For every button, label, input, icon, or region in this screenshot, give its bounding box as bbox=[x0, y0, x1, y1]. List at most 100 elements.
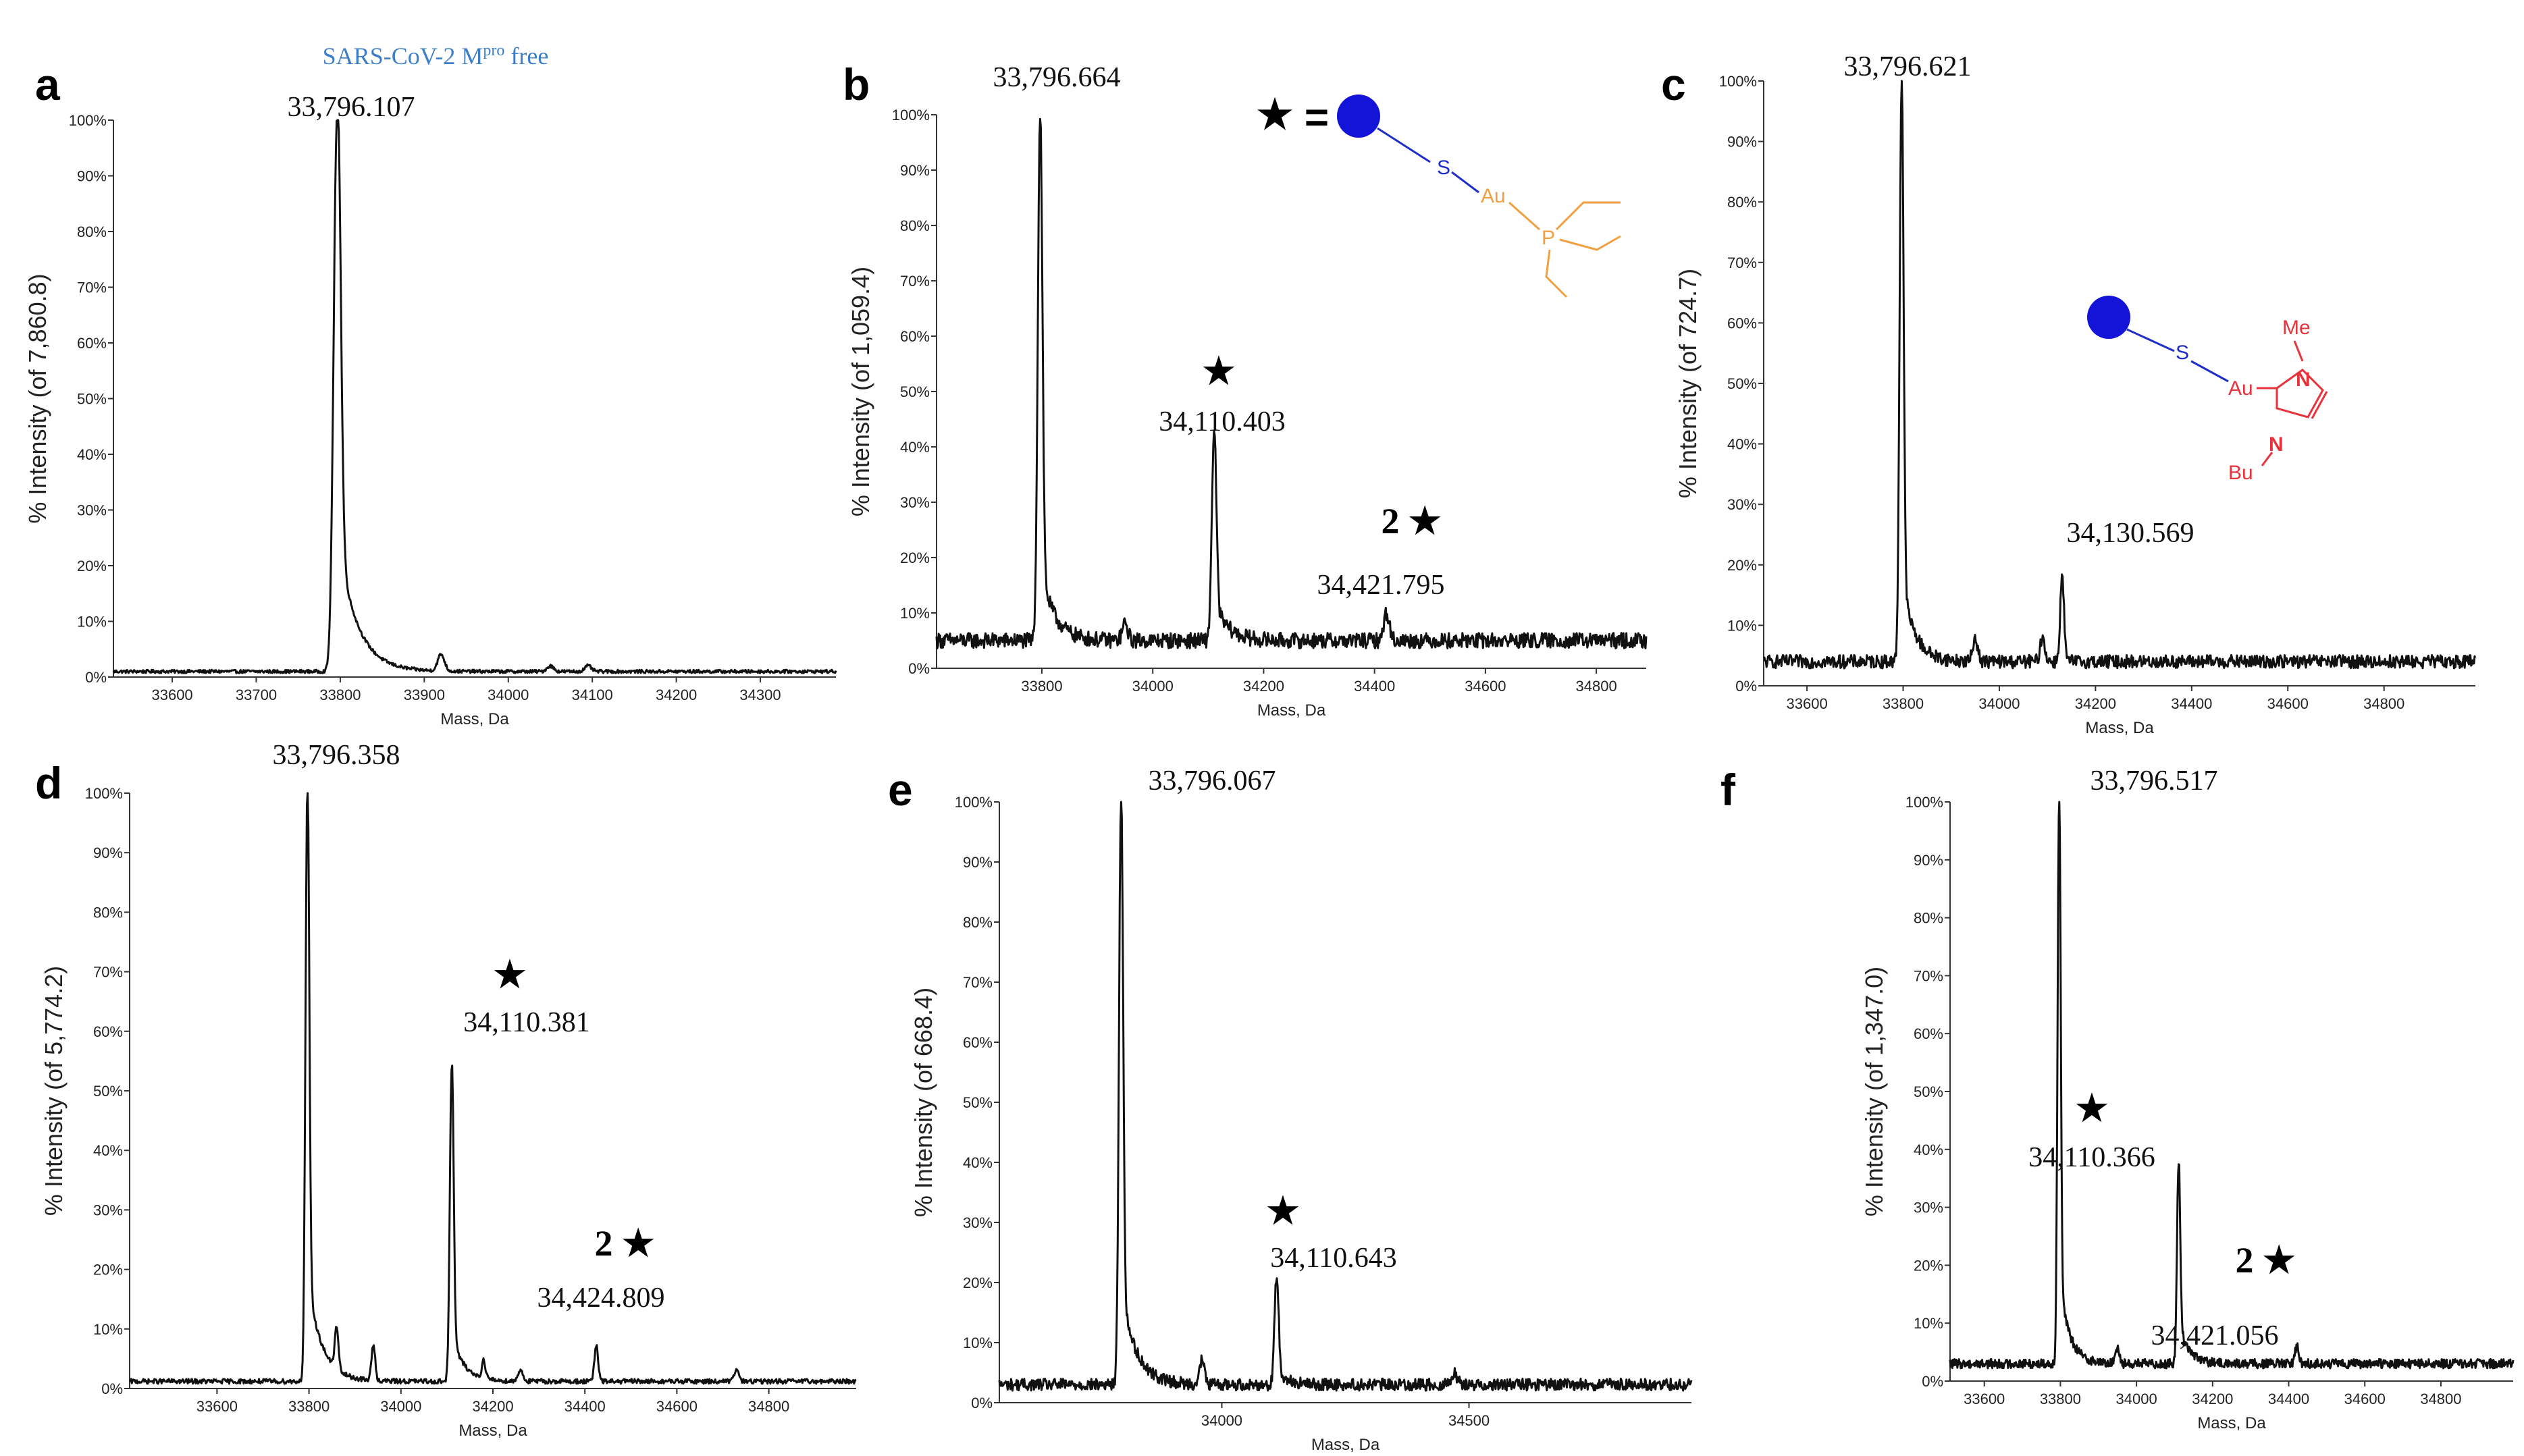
y-axis-title: % Intensity (of 7,860.8) bbox=[24, 273, 51, 523]
y-tick-label: 50% bbox=[963, 1094, 993, 1111]
structure-nhc: S Au N N Me Bu bbox=[2087, 296, 2328, 484]
peak-label: 34,421.795 bbox=[1317, 570, 1445, 601]
y-tick-label: 30% bbox=[93, 1202, 123, 1218]
x-tick-label: 34800 bbox=[2363, 695, 2404, 712]
x-tick-label: 33700 bbox=[236, 686, 277, 703]
y-tick-label: 70% bbox=[93, 964, 123, 981]
y-tick-label: 0% bbox=[908, 660, 930, 677]
y-tick-label: 60% bbox=[1914, 1025, 1943, 1042]
ring-double-bond bbox=[2311, 391, 2328, 419]
x-axis-title: Mass, Da bbox=[2085, 719, 2154, 737]
panel-title: SARS-CoV-2 Mpro free bbox=[323, 42, 549, 70]
panel-letter-f: f bbox=[1720, 765, 1736, 815]
x-tick-label: 34800 bbox=[2420, 1391, 2461, 1407]
x-tick-label: 34000 bbox=[1132, 678, 1174, 695]
y-axis-title: % Intensity (of 668.4) bbox=[910, 988, 937, 1217]
y-tick-label: 30% bbox=[1727, 496, 1757, 513]
atom-n: N bbox=[2269, 433, 2284, 456]
structure-star: ★ bbox=[1257, 92, 1293, 137]
y-tick-label: 0% bbox=[1735, 678, 1757, 695]
ethyl-bond bbox=[1555, 201, 1621, 231]
x-tick-label: 34400 bbox=[564, 1398, 606, 1415]
x-tick-label: 34000 bbox=[380, 1398, 421, 1415]
y-tick-label: 40% bbox=[963, 1154, 993, 1171]
peak-label: 33,796.107 bbox=[288, 92, 415, 123]
peak-star-marker: ★ bbox=[1203, 351, 1235, 392]
x-tick-label: 34500 bbox=[1448, 1412, 1490, 1429]
bond-line bbox=[2126, 328, 2175, 352]
y-tick-label: 10% bbox=[1914, 1315, 1943, 1332]
y-tick-label: 20% bbox=[1914, 1257, 1943, 1274]
panel-letter-c: c bbox=[1661, 59, 1686, 109]
y-tick-label: 70% bbox=[1914, 967, 1943, 984]
butyl-label: Bu bbox=[2228, 462, 2253, 484]
x-axis-title: Mass, Da bbox=[458, 1422, 527, 1440]
y-tick-label: 30% bbox=[900, 494, 930, 511]
y-tick-label: 80% bbox=[77, 223, 107, 240]
peak-label: 34,421.056 bbox=[2151, 1320, 2279, 1351]
y-tick-label: 80% bbox=[963, 914, 993, 931]
y-tick-label: 60% bbox=[77, 335, 107, 352]
panel-letter-b: b bbox=[843, 59, 870, 109]
peak-star-marker: ★ bbox=[2076, 1088, 2108, 1129]
x-tick-label: 34200 bbox=[2075, 695, 2116, 712]
peak-label: 34,110.381 bbox=[463, 1007, 589, 1038]
bond-line bbox=[1508, 201, 1540, 231]
panel-letter-a: a bbox=[35, 59, 61, 109]
x-tick-label: 34100 bbox=[572, 686, 613, 703]
bond-line bbox=[1451, 171, 1479, 194]
y-tick-label: 0% bbox=[101, 1380, 123, 1397]
ethyl-bond bbox=[1559, 235, 1621, 251]
bond-line bbox=[1377, 127, 1431, 163]
y-tick-label: 60% bbox=[900, 328, 930, 345]
y-tick-label: 50% bbox=[1727, 375, 1757, 392]
y-tick-label: 70% bbox=[900, 273, 930, 290]
atom-au: Au bbox=[1481, 185, 1506, 207]
panel-f: f 0% 10% 20% 30% 40% 50% 60% 70% 80% 90% 100% 33600 3… bbox=[1720, 765, 2515, 1432]
y-tick-label: 50% bbox=[1914, 1083, 1943, 1100]
x-tick-label: 33800 bbox=[288, 1398, 330, 1415]
imidazole-ring bbox=[2276, 369, 2324, 419]
peak-label: 34,424.809 bbox=[537, 1283, 665, 1314]
spectrum-trace-e bbox=[998, 801, 1693, 1392]
y-tick-label: 90% bbox=[93, 844, 123, 861]
x-tick-label: 34000 bbox=[488, 686, 529, 703]
x-tick-label: 34800 bbox=[748, 1398, 789, 1415]
x-tick-label: 34600 bbox=[2267, 695, 2309, 712]
peak-label: 33,796.621 bbox=[1844, 51, 1972, 82]
y-tick-label: 90% bbox=[1727, 134, 1757, 151]
y-tick-label: 80% bbox=[1727, 194, 1757, 211]
x-tick-label: 33800 bbox=[319, 686, 361, 703]
x-tick-label: 33600 bbox=[1964, 1391, 2005, 1407]
atom-au: Au bbox=[2228, 377, 2253, 400]
spectrum-trace-a bbox=[112, 119, 837, 674]
y-tick-label: 90% bbox=[77, 168, 107, 185]
y-tick-label: 20% bbox=[1727, 557, 1757, 574]
bond-line bbox=[2293, 340, 2304, 362]
y-tick-label: 50% bbox=[93, 1083, 123, 1100]
x-tick-label: 34200 bbox=[1243, 678, 1284, 695]
y-tick-label: 10% bbox=[900, 605, 930, 622]
y-tick-label: 70% bbox=[963, 974, 993, 991]
peak-label: 33,796.067 bbox=[1149, 765, 1276, 797]
x-tick-label: 34400 bbox=[2171, 695, 2212, 712]
y-tick-label: 90% bbox=[1914, 852, 1943, 869]
methyl-label: Me bbox=[2282, 317, 2311, 339]
y-tick-label: 100% bbox=[69, 112, 107, 129]
panel-d: d 0% 10% 20% 30% 40% 50% 60% 70% 80% 90% 100% 33600 3… bbox=[35, 740, 857, 1440]
protein-ball-icon bbox=[1337, 95, 1380, 138]
x-tick-label: 33800 bbox=[1021, 678, 1062, 695]
peak-label: 33,796.664 bbox=[993, 62, 1121, 93]
spectrum-trace-b bbox=[935, 117, 1648, 649]
y-tick-label: 70% bbox=[1727, 254, 1757, 271]
equals-sign: = bbox=[1305, 95, 1329, 141]
x-tick-label: 34200 bbox=[472, 1398, 513, 1415]
y-tick-label: 50% bbox=[77, 391, 107, 408]
y-tick-label: 10% bbox=[963, 1334, 993, 1351]
peak-star-marker: ★ bbox=[1267, 1191, 1299, 1231]
peak-label: 34,110.403 bbox=[1159, 406, 1285, 437]
atom-s: S bbox=[2176, 342, 2189, 364]
panel-a: a 0% 10% 20% 30% 40% 50% 60% 70% 80% 90% 100% 33600 3… bbox=[24, 42, 837, 728]
y-tick-label: 50% bbox=[900, 383, 930, 400]
